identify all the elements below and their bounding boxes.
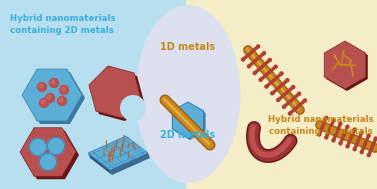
Circle shape [247, 65, 250, 68]
Polygon shape [326, 43, 368, 91]
Circle shape [374, 137, 377, 140]
Circle shape [40, 98, 49, 108]
Circle shape [332, 139, 335, 142]
Circle shape [29, 139, 46, 156]
Circle shape [262, 52, 265, 55]
Circle shape [60, 85, 69, 94]
Circle shape [61, 87, 65, 91]
Polygon shape [175, 104, 205, 140]
Circle shape [346, 145, 349, 148]
Polygon shape [20, 128, 76, 176]
Ellipse shape [135, 5, 241, 183]
Polygon shape [22, 69, 82, 121]
Circle shape [325, 116, 328, 119]
Circle shape [39, 84, 43, 88]
Circle shape [268, 58, 271, 61]
Circle shape [277, 98, 280, 101]
Text: 1D metals: 1D metals [161, 42, 216, 52]
Circle shape [332, 119, 335, 122]
Polygon shape [23, 131, 79, 179]
Circle shape [288, 112, 291, 115]
FancyBboxPatch shape [186, 0, 377, 189]
Polygon shape [89, 66, 141, 118]
Circle shape [339, 122, 342, 125]
Circle shape [353, 148, 356, 151]
Circle shape [292, 85, 295, 88]
Circle shape [265, 85, 268, 88]
Text: 2D metals: 2D metals [161, 130, 216, 140]
Polygon shape [88, 153, 112, 175]
Circle shape [274, 65, 277, 68]
FancyBboxPatch shape [0, 0, 191, 189]
Circle shape [360, 131, 363, 134]
Circle shape [346, 125, 349, 128]
Polygon shape [92, 69, 144, 121]
Circle shape [46, 94, 55, 102]
Circle shape [339, 142, 342, 145]
Text: Hybrid nanomaterials
containing 1D metals: Hybrid nanomaterials containing 1D metal… [268, 115, 374, 136]
Circle shape [286, 79, 289, 82]
Circle shape [318, 133, 321, 136]
Circle shape [367, 154, 370, 157]
Polygon shape [25, 72, 85, 124]
Circle shape [47, 95, 51, 99]
Text: Hybrid nanomaterials
containing 2D metals: Hybrid nanomaterials containing 2D metal… [10, 14, 116, 35]
Circle shape [303, 99, 307, 102]
Circle shape [59, 98, 63, 102]
Circle shape [37, 83, 46, 91]
Circle shape [41, 100, 45, 104]
Circle shape [325, 136, 328, 139]
Circle shape [253, 72, 256, 74]
Circle shape [280, 72, 283, 75]
Polygon shape [324, 41, 366, 89]
Circle shape [120, 95, 146, 121]
Polygon shape [110, 153, 150, 175]
Polygon shape [88, 136, 148, 170]
Circle shape [353, 128, 356, 131]
Circle shape [58, 97, 66, 105]
Polygon shape [172, 102, 204, 138]
Circle shape [297, 92, 300, 95]
Circle shape [242, 58, 245, 61]
Circle shape [40, 153, 57, 170]
Circle shape [271, 92, 274, 95]
Circle shape [282, 105, 285, 108]
Circle shape [367, 134, 370, 137]
Circle shape [360, 151, 363, 154]
Circle shape [48, 138, 64, 154]
Circle shape [49, 78, 58, 88]
Circle shape [259, 78, 262, 81]
Circle shape [257, 45, 260, 48]
Circle shape [51, 80, 55, 84]
